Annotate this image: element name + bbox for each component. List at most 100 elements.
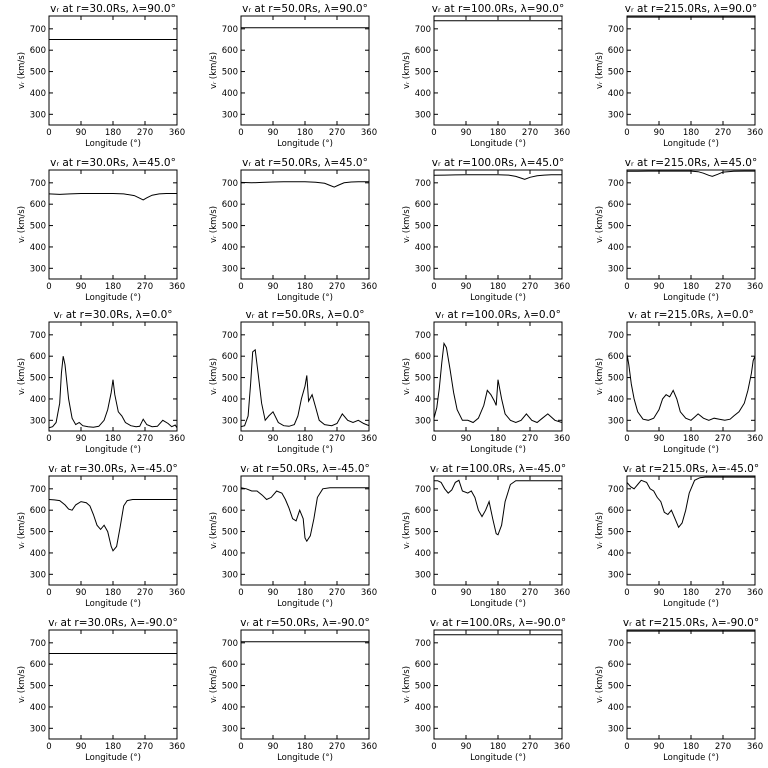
x-tick-label: 360 — [554, 128, 570, 138]
x-tick-label: 180 — [490, 588, 506, 598]
x-tick-label: 360 — [361, 434, 377, 444]
y-tick-label: 700 — [415, 485, 431, 495]
subplot-16: vᵣ at r=215.0Rs, λ=-45.0° 0 90 180 270 360 300… — [595, 463, 763, 609]
subplot-6: vᵣ at r=50.0Rs, λ=45.0° 0 90 180 270 360 300 40… — [209, 157, 377, 303]
x-tick-label: 360 — [554, 588, 570, 598]
plot-frame — [433, 475, 563, 586]
x-axis-label: Longitude (°) — [663, 445, 719, 455]
y-axis-label: vᵣ (km/s) — [17, 666, 27, 703]
x-tick-label: 180 — [490, 282, 506, 292]
y-tick-label: 400 — [415, 703, 431, 713]
x-tick-label: 180 — [297, 588, 313, 598]
y-tick-label: 700 — [30, 639, 46, 649]
x-tick-label: 270 — [137, 742, 153, 752]
x-tick-label: 0 — [624, 742, 629, 752]
y-tick-label: 300 — [415, 416, 431, 426]
subplot-15: vᵣ at r=100.0Rs, λ=-45.0° 0 90 180 270 360 300… — [402, 463, 570, 609]
series-line — [49, 499, 177, 552]
y-tick-label: 300 — [608, 724, 624, 734]
subplot-13: vᵣ at r=30.0Rs, λ=-45.0° 0 90 180 270 360 300 4… — [17, 463, 185, 609]
x-tick-label: 0 — [238, 128, 243, 138]
y-tick-label: 300 — [222, 110, 238, 120]
x-tick-label: 270 — [715, 434, 731, 444]
y-tick-label: 500 — [30, 222, 46, 232]
x-tick-label: 360 — [361, 282, 377, 292]
x-tick-label: 180 — [297, 742, 313, 752]
x-tick-label: 0 — [238, 282, 243, 292]
x-tick-label: 270 — [522, 128, 538, 138]
y-tick-label: 300 — [608, 264, 624, 274]
x-tick-label: 360 — [747, 282, 763, 292]
subplot-20: vᵣ at r=215.0Rs, λ=-90.0° 0 90 180 270 360 300… — [595, 617, 763, 763]
y-tick-label: 400 — [30, 549, 46, 559]
y-tick-label: 600 — [222, 200, 238, 210]
x-tick-label: 270 — [715, 128, 731, 138]
y-tick-label: 300 — [415, 264, 431, 274]
y-tick-label: 600 — [608, 200, 624, 210]
x-tick-label: 360 — [169, 434, 185, 444]
x-tick-label: 90 — [76, 588, 87, 598]
plot-frame — [48, 321, 178, 432]
y-tick-label: 300 — [222, 264, 238, 274]
subplot-11: vᵣ at r=100.0Rs, λ=0.0° 0 90 180 270 360 300 40… — [402, 309, 570, 455]
y-tick-label: 700 — [222, 25, 238, 35]
subplot-title: vᵣ at r=215.0Rs, λ=90.0° — [625, 3, 757, 15]
x-tick-label: 90 — [461, 128, 472, 138]
plot-frame — [48, 629, 178, 740]
x-tick-label: 270 — [329, 434, 345, 444]
y-tick-label: 700 — [608, 25, 624, 35]
y-axis-label: vᵣ (km/s) — [402, 512, 412, 549]
subplot-title: vᵣ at r=30.0Rs, λ=90.0° — [50, 3, 176, 15]
series-line — [627, 476, 755, 529]
x-tick-label: 90 — [268, 128, 279, 138]
y-tick-label: 700 — [608, 485, 624, 495]
x-tick-label: 90 — [461, 588, 472, 598]
y-tick-label: 300 — [222, 570, 238, 580]
x-axis-label: Longitude (°) — [663, 599, 719, 609]
x-axis-label: Longitude (°) — [470, 599, 526, 609]
y-tick-label: 500 — [222, 374, 238, 384]
y-axis-label: vᵣ (km/s) — [209, 358, 219, 395]
subplot-2: vᵣ at r=50.0Rs, λ=90.0° 0 90 180 270 360 300 40… — [209, 3, 377, 149]
y-tick-label: 500 — [608, 374, 624, 384]
x-tick-label: 360 — [361, 742, 377, 752]
x-tick-label: 90 — [654, 434, 665, 444]
y-tick-label: 300 — [222, 724, 238, 734]
y-axis-label: vᵣ (km/s) — [595, 358, 605, 395]
subplot-1: vᵣ at r=30.0Rs, λ=90.0° 0 90 180 270 360 300 40… — [17, 3, 185, 149]
x-tick-label: 270 — [715, 282, 731, 292]
x-axis-label: Longitude (°) — [85, 139, 141, 149]
x-tick-label: 360 — [169, 742, 185, 752]
y-axis-label: vᵣ (km/s) — [402, 52, 412, 89]
series-line — [434, 341, 562, 424]
y-tick-label: 400 — [222, 395, 238, 405]
y-tick-label: 500 — [608, 68, 624, 78]
y-tick-label: 300 — [30, 416, 46, 426]
subplot-title: vᵣ at r=100.0Rs, λ=45.0° — [432, 157, 564, 169]
y-tick-label: 500 — [222, 222, 238, 232]
y-axis-label: vᵣ (km/s) — [595, 512, 605, 549]
subplot-title: vᵣ at r=100.0Rs, λ=-90.0° — [430, 617, 566, 629]
y-axis-label: vᵣ (km/s) — [209, 52, 219, 89]
plot-frame — [433, 629, 563, 740]
x-tick-label: 270 — [329, 742, 345, 752]
x-axis-label: Longitude (°) — [85, 599, 141, 609]
y-tick-label: 700 — [608, 331, 624, 341]
x-tick-label: 270 — [329, 282, 345, 292]
x-tick-label: 270 — [329, 588, 345, 598]
x-tick-label: 90 — [76, 282, 87, 292]
y-axis-label: vᵣ (km/s) — [402, 666, 412, 703]
y-tick-label: 700 — [608, 179, 624, 189]
x-tick-label: 180 — [105, 588, 121, 598]
subplot-title: vᵣ at r=100.0Rs, λ=0.0° — [435, 309, 561, 321]
y-tick-label: 400 — [608, 703, 624, 713]
y-tick-label: 400 — [608, 243, 624, 253]
y-tick-label: 700 — [222, 179, 238, 189]
y-tick-label: 700 — [222, 331, 238, 341]
x-tick-label: 360 — [554, 282, 570, 292]
y-tick-label: 600 — [415, 660, 431, 670]
subplot-3: vᵣ at r=100.0Rs, λ=90.0° 0 90 180 270 360 300 4… — [402, 3, 570, 149]
subplot-title: vᵣ at r=50.0Rs, λ=45.0° — [242, 157, 368, 169]
x-axis-label: Longitude (°) — [663, 293, 719, 303]
y-tick-label: 300 — [415, 570, 431, 580]
